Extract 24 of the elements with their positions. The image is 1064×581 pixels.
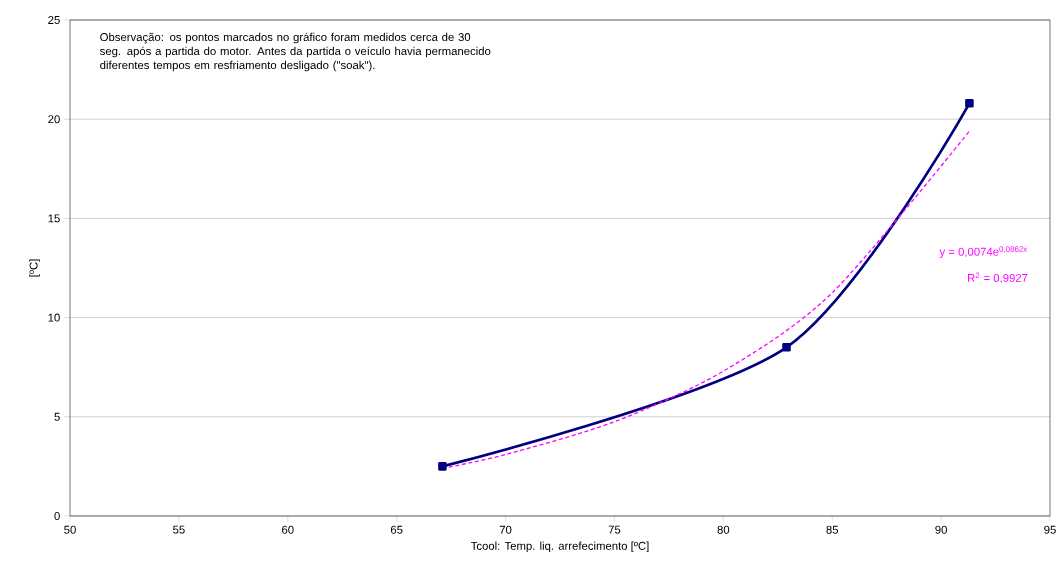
x-tick-label: 65 <box>390 525 403 534</box>
annotation: Observação: os pontos marcados no gráfico foram medidos cerca de 30 seg. após a partida do motor. Antes da partida o veículo havia permanecido diferentes tempos em resfriamento desligado ("soak"). <box>99 32 491 72</box>
y-tick-label: 25 <box>48 15 60 24</box>
x-tick-label: 75 <box>608 525 621 534</box>
y-tick-label: 10 <box>48 313 60 322</box>
y-tick-label: 0 <box>54 511 60 520</box>
y-tick-label: 15 <box>48 214 60 223</box>
annotation: R$^{2}$ = 0,9927 <box>968 272 1028 284</box>
x-tick-label: 90 <box>935 525 947 534</box>
x-tick-label: 85 <box>826 525 839 534</box>
x-tick-label: 70 <box>499 525 512 534</box>
x-tick-label: 55 <box>173 525 185 534</box>
x-tick-label: 80 <box>717 525 730 534</box>
x-tick-label: 95 <box>1044 525 1056 534</box>
point <box>965 99 974 108</box>
x-tick-label: 50 <box>64 525 76 534</box>
x-axis-title: Tcool: Temp. liq. arrefecimento [ºC] <box>470 541 649 553</box>
point <box>782 343 791 352</box>
y-tick-label: 20 <box>48 115 60 124</box>
annotation: y = 0,0074e$^{0,0862x}$ <box>939 246 1028 258</box>
point <box>438 462 447 471</box>
y-axis-title: [ºC] <box>29 259 40 277</box>
x-tick-label: 60 <box>282 525 294 534</box>
y-tick-label: 5 <box>54 412 60 421</box>
